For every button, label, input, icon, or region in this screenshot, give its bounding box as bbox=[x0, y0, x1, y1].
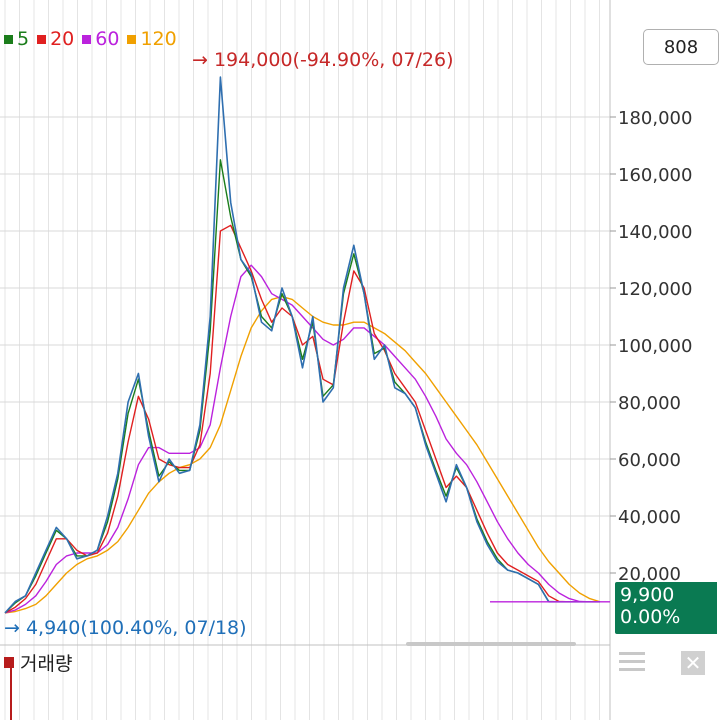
current-price-badge: 9,900 0.00% bbox=[615, 582, 717, 634]
ma-line-60 bbox=[4, 264, 600, 614]
y-tick-label: 120,000 bbox=[618, 279, 692, 300]
ma-line-120 bbox=[4, 295, 601, 614]
y-tick-label: 160,000 bbox=[618, 165, 692, 186]
legend-swatch-20 bbox=[37, 34, 47, 44]
y-tick-label: 40,000 bbox=[618, 507, 681, 528]
horizontal-scrollbar[interactable] bbox=[406, 642, 576, 646]
y-axis: 20,000 40,000 60,000 80,000 100,000 120,000 14… bbox=[610, 108, 692, 585]
candle-count-button[interactable]: 808 bbox=[643, 29, 719, 65]
current-price: 9,900 bbox=[620, 584, 675, 606]
legend-swatch-60 bbox=[82, 34, 92, 44]
legend-item-5[interactable]: 5 bbox=[4, 28, 29, 50]
min-price-marker: → 4,940(100.40%, 07/18) bbox=[4, 617, 247, 639]
legend-item-120[interactable]: 120 bbox=[127, 28, 177, 50]
y-tick-label: 80,000 bbox=[618, 393, 681, 414]
right-arrow-icon: → bbox=[192, 49, 208, 71]
current-change: 0.00% bbox=[620, 606, 681, 628]
max-price-text: 194,000(-94.90%, 07/26) bbox=[213, 49, 454, 71]
series-layer bbox=[4, 76, 610, 614]
y-tick-label: 20,000 bbox=[618, 564, 681, 585]
legend-label-5: 5 bbox=[17, 28, 30, 50]
legend-item-60[interactable]: 60 bbox=[82, 28, 119, 50]
ma-line-20 bbox=[4, 224, 600, 614]
legend-label-20: 20 bbox=[50, 28, 75, 50]
vertical-grid bbox=[4, 0, 600, 720]
volume-label-text: 거래량 bbox=[20, 653, 73, 675]
legend-swatch-5 bbox=[4, 34, 13, 44]
ma-line-5 bbox=[4, 159, 600, 614]
volume-label: 거래량 bbox=[4, 649, 72, 676]
ma-legend: 5 20 60 120 bbox=[4, 28, 185, 50]
menu-icon[interactable] bbox=[619, 652, 645, 674]
y-tick-label: 100,000 bbox=[618, 336, 692, 357]
y-tick-label: 60,000 bbox=[618, 450, 681, 471]
horizontal-grid bbox=[0, 116, 610, 574]
legend-label-120: 120 bbox=[140, 28, 177, 50]
price-line bbox=[4, 76, 600, 614]
max-price-marker: → 194,000(-94.90%, 07/26) bbox=[192, 49, 454, 71]
legend-item-20[interactable]: 20 bbox=[37, 28, 74, 50]
min-price-text: 4,940(100.40%, 07/18) bbox=[25, 617, 247, 639]
legend-swatch-120 bbox=[127, 34, 137, 44]
close-icon[interactable]: ✕ bbox=[681, 651, 705, 675]
y-tick-label: 140,000 bbox=[618, 222, 692, 243]
legend-label-60: 60 bbox=[95, 28, 120, 50]
y-tick-label: 180,000 bbox=[618, 108, 692, 129]
right-arrow-icon: → bbox=[4, 617, 20, 639]
volume-swatch bbox=[4, 657, 14, 668]
